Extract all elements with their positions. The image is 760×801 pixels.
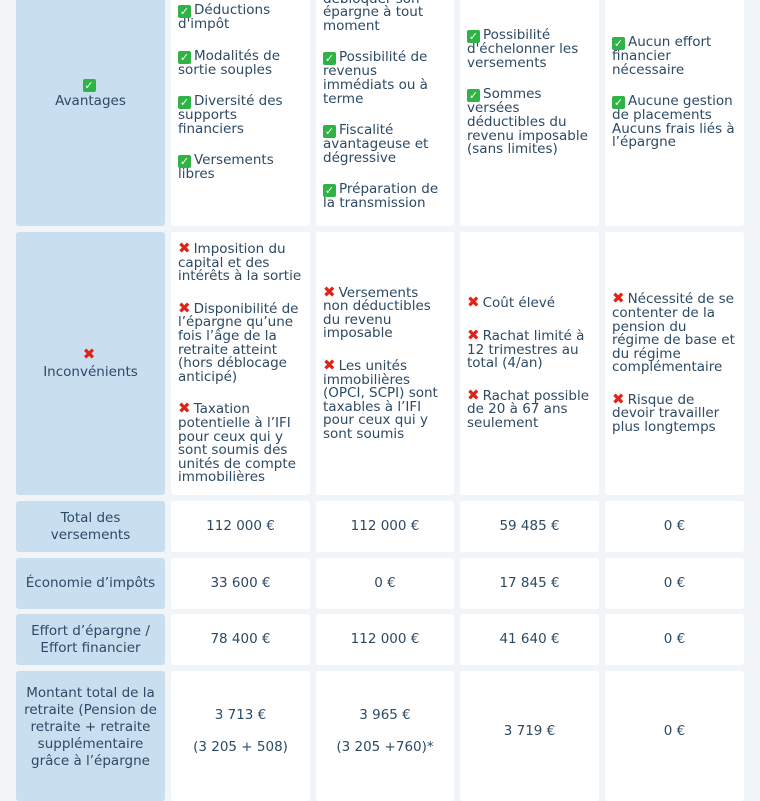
row-label-economie: Économie d’impôts: [16, 558, 165, 609]
effort-value: 41 640 €: [460, 614, 599, 665]
list-item: ✓ Modalités de sortie souples: [178, 47, 281, 78]
cross-icon: ✖: [323, 282, 336, 301]
check-icon: ✓: [323, 125, 336, 139]
total-value: 59 485 €: [460, 501, 599, 552]
label-text: Avantages: [55, 93, 126, 109]
economie-value: 0 €: [605, 558, 744, 609]
list-item: ✖ Risque de devoir travailler plus longte…: [612, 389, 720, 436]
check-icon: ✓: [178, 50, 191, 64]
check-icon: ✓: [178, 96, 191, 110]
list-item: ✖ Versements non déductibles du revenu im…: [323, 282, 431, 342]
avantages-col1: ✓ Déductions d'impôt ✓ Modalités de sortie…: [171, 0, 310, 226]
check-icon: ✓: [178, 155, 191, 169]
inconvenients-col4: ✖ Nécessité de se contenter de la pension…: [605, 232, 744, 495]
list-item: ✓ Aucun effort financier nécessaire: [612, 34, 712, 78]
montant-detail: (3 205 +760)*: [336, 738, 434, 755]
list-item: ✖ Nécessité de se contenter de la pension…: [612, 289, 735, 376]
montant-cell: 0 €: [605, 671, 744, 801]
cross-icon: ✖: [467, 326, 480, 345]
list-item: ✓ Versements libres: [178, 152, 274, 183]
list-item: ✖ Coût élevé: [467, 293, 556, 312]
list-item: ✓ Fiscalité avantageuse et dégressive: [323, 122, 429, 166]
total-value: 0 €: [605, 501, 744, 552]
cross-icon: ✖: [178, 399, 191, 418]
avantages-col4: ✓ Aucun effort financier nécessaire ✓ Aucu…: [605, 0, 744, 226]
montant-value: 3 965 €: [359, 707, 411, 723]
cross-icon: ✖: [612, 389, 625, 408]
list-item: ✖ Rachat limité à 12 trimestres au total …: [467, 326, 585, 372]
list-item: ✖ Les unités immobilières (OPCI, SCPI) so…: [323, 355, 438, 442]
list-item: ✖ Taxation potentielle à l’IFI pour ceux …: [178, 399, 296, 486]
list-item: ✓ Diversité des supports financiers: [178, 93, 283, 137]
cross-icon: ✖: [467, 293, 480, 312]
check-icon: ✓: [467, 89, 480, 103]
effort-value: 78 400 €: [171, 614, 310, 665]
cross-icon: ✖: [178, 239, 191, 258]
check-icon: ✓: [323, 184, 336, 198]
list-item: débloquer son épargne à tout moment: [323, 0, 424, 34]
montant-value: 0 €: [663, 723, 686, 739]
economie-value: 0 €: [316, 558, 454, 609]
cross-icon: ✖: [323, 355, 336, 374]
check-icon: ✓: [612, 96, 625, 110]
label-text: Inconvénients: [43, 364, 138, 380]
inconvenients-col1: ✖ Imposition du capital et des intérêts à…: [171, 232, 310, 495]
montant-value: 3 713 €: [214, 707, 267, 723]
total-value: 112 000 €: [316, 501, 454, 552]
montant-cell: 3 719 €: [460, 671, 599, 801]
check-icon: ✓: [82, 79, 96, 92]
inconvenients-col2: ✖ Versements non déductibles du revenu im…: [316, 232, 454, 495]
economie-value: 33 600 €: [171, 558, 310, 609]
cross-icon: ✖: [178, 298, 191, 317]
check-icon: ✓: [467, 30, 480, 44]
row-label-effort: Effort d’épargne / Effort financier: [16, 614, 165, 665]
inconvenients-col3: ✖ Coût élevé ✖ Rachat limité à 12 trimestr…: [460, 232, 599, 495]
check-icon: ✓: [612, 37, 625, 51]
check-icon: ✓: [178, 5, 191, 19]
check-icon: ✓: [323, 52, 336, 66]
list-item: ✓ Déductions d'impôt: [178, 2, 271, 33]
row-label-montant: Montant total de la retraite (Pension de…: [16, 671, 165, 801]
row-label-total: Total des versements: [16, 501, 165, 552]
cross-icon: ✖: [612, 289, 625, 308]
list-item: ✓ Préparation de la transmission: [323, 181, 439, 212]
effort-value: 112 000 €: [316, 614, 454, 665]
list-item: ✖ Imposition du capital et des intérêts à…: [178, 239, 302, 285]
avantages-col2: débloquer son épargne à tout moment ✓Pos…: [316, 0, 454, 226]
cross-icon: ✖: [467, 385, 480, 404]
list-item: ✓ Possibilité de revenus immédiats ou à t…: [323, 49, 428, 107]
total-value: 112 000 €: [171, 501, 310, 552]
list-item: ✓ Aucune gestion de placements Aucuns fra…: [612, 93, 735, 151]
montant-value: 3 719 €: [503, 723, 556, 739]
row-label-avantages: ✓ Avantages: [16, 0, 165, 226]
avantages-col3: ✓ Possibilité d'échelonner les versements…: [460, 0, 599, 226]
economie-value: 17 845 €: [460, 558, 599, 609]
list-item: ✓ Sommes versées déductibles du revenu im…: [467, 86, 588, 158]
montant-cell: 3 713 € (3 205 + 508): [171, 671, 310, 801]
montant-cell: 3 965 € (3 205 +760)*: [316, 671, 454, 801]
list-item: ✖ Disponibilité de l’épargne qu’une fois …: [178, 298, 299, 385]
montant-detail: (3 205 + 508): [193, 738, 288, 755]
list-item: ✖ Rachat possible de 20 à 67 ans seulemen…: [467, 385, 590, 431]
list-item: ✓ Possibilité d'échelonner les versements: [467, 27, 579, 71]
effort-value: 0 €: [605, 614, 744, 665]
row-label-inconvenients: ✖ Inconvénients: [16, 232, 165, 495]
cross-icon: ✖: [82, 345, 96, 363]
